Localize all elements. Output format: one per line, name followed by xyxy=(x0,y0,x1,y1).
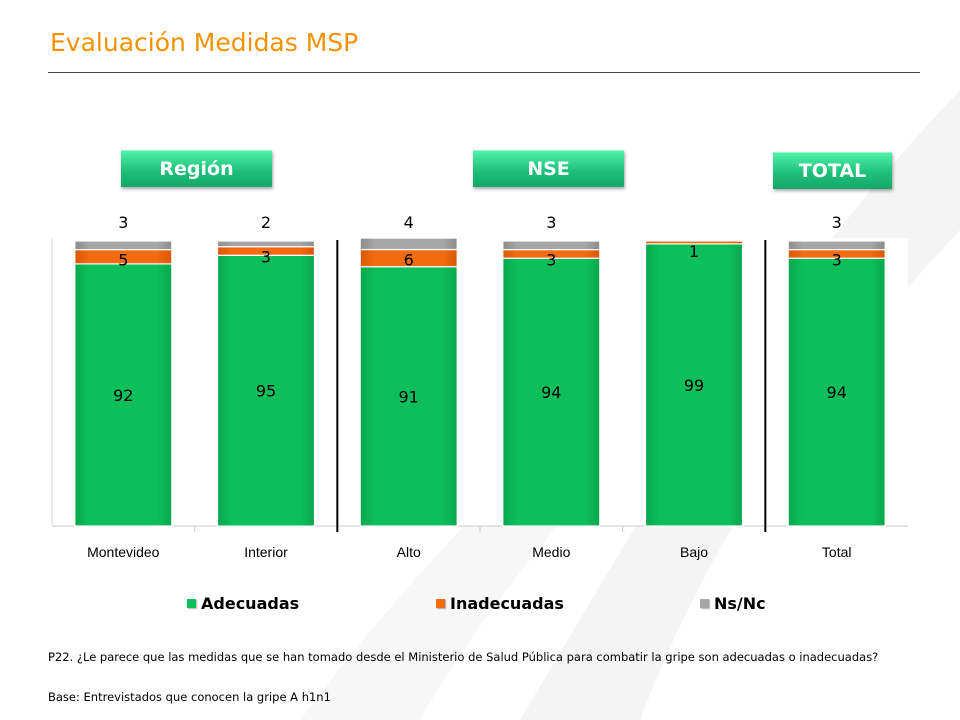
group-label-nse: NSE xyxy=(473,150,624,187)
data-label-nsnc-interior: 2 xyxy=(261,213,271,232)
x-tick-label-medio: Medio xyxy=(532,544,570,560)
legend-swatch-adecuadas xyxy=(187,598,196,608)
group-label-region: Región xyxy=(121,150,272,187)
bar-adecuadas-alto xyxy=(359,266,458,527)
plot-area xyxy=(52,238,908,526)
title-divider xyxy=(48,72,920,73)
legend-item-nsnc: Ns/Nc xyxy=(700,592,766,614)
bar-adecuadas-bajo xyxy=(644,243,744,527)
x-tick-label-bajo: Bajo xyxy=(680,544,708,560)
legend-label-inadecuadas: Inadecuadas xyxy=(450,593,564,613)
bar-nsnc-interior xyxy=(216,240,316,248)
x-tick-label-alto: Alto xyxy=(397,544,421,560)
data-label-inadecuadas-total: 3 xyxy=(832,251,842,270)
data-label-adecuadas-bajo: 99 xyxy=(684,376,704,395)
data-label-nsnc-alto: 4 xyxy=(404,213,414,232)
data-label-nsnc-total: 3 xyxy=(832,213,842,232)
data-label-adecuadas-medio: 94 xyxy=(541,383,561,402)
data-label-adecuadas-total: 94 xyxy=(827,383,847,402)
legend-label-adecuadas: Adecuadas xyxy=(201,593,300,613)
bar-nsnc-alto xyxy=(359,237,458,251)
legend-item-inadecuadas: Inadecuadas xyxy=(436,592,564,614)
data-label-inadecuadas-bajo: 1 xyxy=(689,242,699,261)
data-label-nsnc-montevideo: 3 xyxy=(118,213,128,232)
data-label-adecuadas-montevideo: 92 xyxy=(113,386,133,405)
legend-swatch-inadecuadas xyxy=(436,598,445,608)
footnote-question: P22. ¿Le parece que las medidas que se h… xyxy=(48,650,879,664)
bar-adecuadas-medio xyxy=(502,257,601,527)
legend-label-nsnc: Ns/Nc xyxy=(714,593,766,613)
bar-nsnc-medio xyxy=(502,240,601,251)
data-label-inadecuadas-medio: 3 xyxy=(546,251,556,270)
page-title: Evaluación Medidas MSP xyxy=(50,28,359,57)
bar-inadecuadas-bajo xyxy=(644,240,744,245)
bar-nsnc-total xyxy=(787,240,886,251)
bar-adecuadas-total xyxy=(787,257,886,527)
group-label-total: TOTAL xyxy=(773,152,892,189)
x-tick-label-total: Total xyxy=(822,544,852,560)
legend-item-adecuadas: Adecuadas xyxy=(187,592,299,614)
x-tick-label-interior: Interior xyxy=(244,544,288,560)
legend-swatch-nsnc xyxy=(700,598,709,608)
data-label-inadecuadas-montevideo: 5 xyxy=(118,251,128,270)
data-label-nsnc-medio: 3 xyxy=(546,213,556,232)
data-label-inadecuadas-interior: 3 xyxy=(261,248,271,267)
bar-adecuadas-montevideo xyxy=(74,263,173,527)
footnote-base: Base: Entrevistados que conocen la gripe… xyxy=(48,690,331,704)
x-tick-label-montevideo: Montevideo xyxy=(87,544,160,560)
data-label-inadecuadas-alto: 6 xyxy=(404,251,414,270)
bar-nsnc-montevideo xyxy=(74,240,173,251)
data-label-adecuadas-alto: 91 xyxy=(399,387,419,406)
data-label-adecuadas-interior: 95 xyxy=(256,382,276,401)
bar-adecuadas-interior xyxy=(216,254,316,527)
